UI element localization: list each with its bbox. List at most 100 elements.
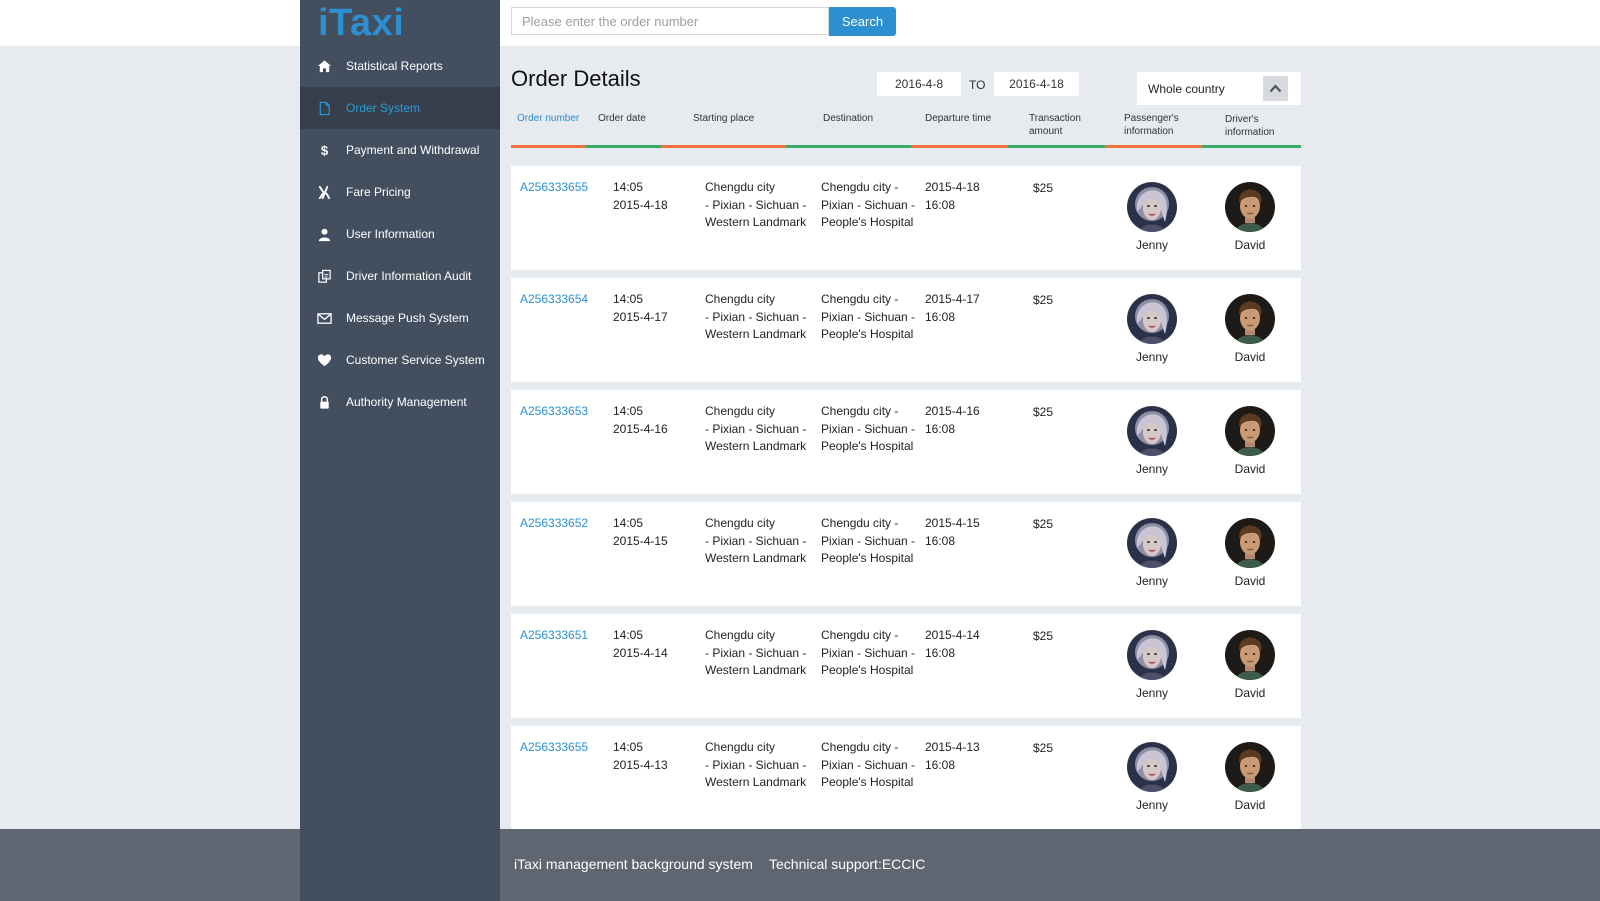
driver-avatar[interactable] <box>1225 742 1275 792</box>
header-underline <box>911 145 1008 148</box>
transaction-amount: $25 <box>1033 181 1054 195</box>
region-select[interactable]: Whole country <box>1137 72 1301 105</box>
driver-name: David <box>1234 686 1266 700</box>
envelope-icon <box>316 310 332 326</box>
table-row[interactable]: A256333654 14:05 2015-4-17 Chengdu city - Pi… <box>511 278 1301 382</box>
order-date: 14:05 2015-4-17 <box>613 292 668 324</box>
driver-avatar[interactable] <box>1225 406 1275 456</box>
date-from-field[interactable]: 2016-4-8 <box>877 72 961 96</box>
sidebar-item-label: Customer Service System <box>346 353 485 367</box>
table-row[interactable]: A256333653 14:05 2015-4-16 Chengdu city - Pi… <box>511 390 1301 494</box>
footer: iTaxi management background system Techn… <box>0 829 1600 901</box>
header-underline <box>1202 145 1301 148</box>
order-number-link[interactable]: A256333655 <box>520 180 589 194</box>
order-date: 14:05 2015-4-15 <box>613 516 668 548</box>
sidebar-item-label: Payment and Withdrawal <box>346 143 480 157</box>
user-icon <box>316 226 332 242</box>
sidebar-item-label: Order System <box>346 101 421 115</box>
sidebar-item-label: Statistical Reports <box>346 59 443 73</box>
column-header-departure-time[interactable]: Departure time <box>925 113 992 124</box>
driver-name: David <box>1234 350 1266 364</box>
sidebar-item-label: Message Push System <box>346 311 469 325</box>
dollar-icon: $ <box>316 142 332 158</box>
column-header-destination[interactable]: Destination <box>823 113 874 124</box>
header-underline <box>1105 145 1202 148</box>
driver-avatar[interactable] <box>1225 182 1275 232</box>
sidebar-item-order-system[interactable]: Order System <box>300 87 500 129</box>
destination: Chengdu city - Pixian - Sichuan - People's… <box>821 180 916 229</box>
destination: Chengdu city - Pixian - Sichuan - People's… <box>821 404 916 453</box>
column-header-starting-place[interactable]: Starting place <box>693 113 755 124</box>
order-number-link[interactable]: A256333652 <box>520 516 589 530</box>
passenger-avatar[interactable] <box>1127 182 1177 232</box>
sidebar-item-payment-and-withdrawal[interactable]: $ Payment and Withdrawal <box>300 129 500 171</box>
sidebar-item-fare-pricing[interactable]: Fare Pricing <box>300 171 500 213</box>
date-to-field[interactable]: 2016-4-18 <box>994 72 1079 96</box>
chevron-up-icon[interactable] <box>1263 76 1288 101</box>
sidebar-item-authority-management[interactable]: Authority Management <box>300 381 500 423</box>
column-header-passenger-information[interactable]: Passenger's information <box>1124 113 1179 137</box>
departure-time: 2015-4-16 16:08 <box>925 404 980 436</box>
passenger-avatar[interactable] <box>1127 406 1177 456</box>
sidebar: iTaxi Statistical Reports Order System $… <box>300 0 500 901</box>
lock-icon <box>316 394 332 410</box>
driver-avatar[interactable] <box>1225 630 1275 680</box>
order-date: 14:05 2015-4-16 <box>613 404 668 436</box>
destination: Chengdu city - Pixian - Sichuan - People's… <box>821 292 916 341</box>
driver-avatar[interactable] <box>1225 518 1275 568</box>
header-underline <box>786 145 911 148</box>
sidebar-item-message-push-system[interactable]: Message Push System <box>300 297 500 339</box>
starting-place: Chengdu city - Pixian - Sichuan - Western … <box>705 516 807 565</box>
passenger-avatar[interactable] <box>1127 630 1177 680</box>
document-icon <box>316 100 332 116</box>
order-number-link[interactable]: A256333653 <box>520 404 589 418</box>
page-title: Order Details <box>511 66 641 91</box>
transaction-amount: $25 <box>1033 293 1054 307</box>
destination: Chengdu city - Pixian - Sichuan - People's… <box>821 516 916 565</box>
passenger-avatar[interactable] <box>1127 294 1177 344</box>
sidebar-item-label: Fare Pricing <box>346 185 411 199</box>
column-header-driver-information[interactable]: Driver's information <box>1225 114 1275 138</box>
driver-avatar[interactable] <box>1225 294 1275 344</box>
region-select-value: Whole country <box>1148 81 1225 96</box>
driver-name: David <box>1234 238 1266 252</box>
sidebar-item-label: Driver Information Audit <box>346 269 472 283</box>
svg-text:$: $ <box>320 143 328 158</box>
order-date: 14:05 2015-4-13 <box>613 740 668 772</box>
column-header-transaction-amount[interactable]: Transaction amount <box>1029 113 1081 137</box>
home-icon <box>316 58 332 74</box>
order-search-input[interactable] <box>511 7 829 35</box>
sidebar-item-user-information[interactable]: User Information <box>300 213 500 255</box>
search-button[interactable]: Search <box>829 7 896 36</box>
table-row[interactable]: A256333655 14:05 2015-4-18 Chengdu city - Pi… <box>511 166 1301 270</box>
transaction-amount: $25 <box>1033 405 1054 419</box>
passenger-name: Jenny <box>1135 238 1169 252</box>
order-number-link[interactable]: A256333655 <box>520 740 589 754</box>
sidebar-item-customer-service-system[interactable]: Customer Service System <box>300 339 500 381</box>
footer-technical-support: Technical support:ECCIC <box>769 856 926 872</box>
header-underline <box>661 145 786 148</box>
column-header-order-number[interactable]: Order number <box>517 113 580 124</box>
sidebar-item-driver-information-audit[interactable]: Driver Information Audit <box>300 255 500 297</box>
order-date: 14:05 2015-4-18 <box>613 180 668 212</box>
departure-time: 2015-4-14 16:08 <box>925 628 980 660</box>
table-row[interactable]: A256333655 14:05 2015-4-13 Chengdu city - Pi… <box>511 726 1301 830</box>
sidebar-item-statistical-reports[interactable]: Statistical Reports <box>300 45 500 87</box>
passenger-avatar[interactable] <box>1127 518 1177 568</box>
footer-system-name: iTaxi management background system <box>514 856 753 872</box>
driver-name: David <box>1234 462 1266 476</box>
sidebar-item-label: User Information <box>346 227 435 241</box>
destination: Chengdu city - Pixian - Sichuan - People's… <box>821 740 916 789</box>
order-number-link[interactable]: A256333654 <box>520 292 589 306</box>
departure-time: 2015-4-15 16:08 <box>925 516 980 548</box>
heart-icon <box>316 352 332 368</box>
starting-place: Chengdu city - Pixian - Sichuan - Western … <box>705 740 807 789</box>
starting-place: Chengdu city - Pixian - Sichuan - Western … <box>705 404 807 453</box>
order-number-link[interactable]: A256333651 <box>520 628 589 642</box>
column-header-order-date[interactable]: Order date <box>598 113 646 124</box>
passenger-avatar[interactable] <box>1127 742 1177 792</box>
table-row[interactable]: A256333652 14:05 2015-4-15 Chengdu city - Pi… <box>511 502 1301 606</box>
table-row[interactable]: A256333651 14:05 2015-4-14 Chengdu city - Pi… <box>511 614 1301 718</box>
departure-time: 2015-4-13 16:08 <box>925 740 980 772</box>
app-logo[interactable]: iTaxi <box>318 2 405 44</box>
